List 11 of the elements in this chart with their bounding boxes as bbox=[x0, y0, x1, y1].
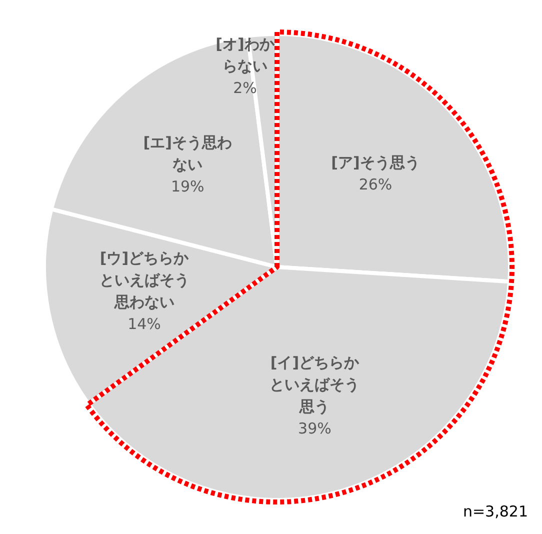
data-label: 26% bbox=[358, 175, 392, 194]
slice-label: [エ]そう思わない bbox=[143, 134, 232, 174]
data-label: 14% bbox=[128, 315, 161, 334]
slice-label: [オ]わからない bbox=[216, 34, 276, 75]
text: n=3,821 bbox=[462, 502, 528, 520]
data-label: 2% bbox=[233, 78, 257, 97]
slice-label: [イ]どちらかといえばそう思う bbox=[270, 354, 360, 416]
data-label: 39% bbox=[298, 420, 332, 438]
data-label: 19% bbox=[170, 178, 204, 196]
slice-label: [ア]そう思う bbox=[331, 153, 420, 172]
slice-label: [ウ]どちらかといえばそう思わない bbox=[99, 249, 190, 312]
